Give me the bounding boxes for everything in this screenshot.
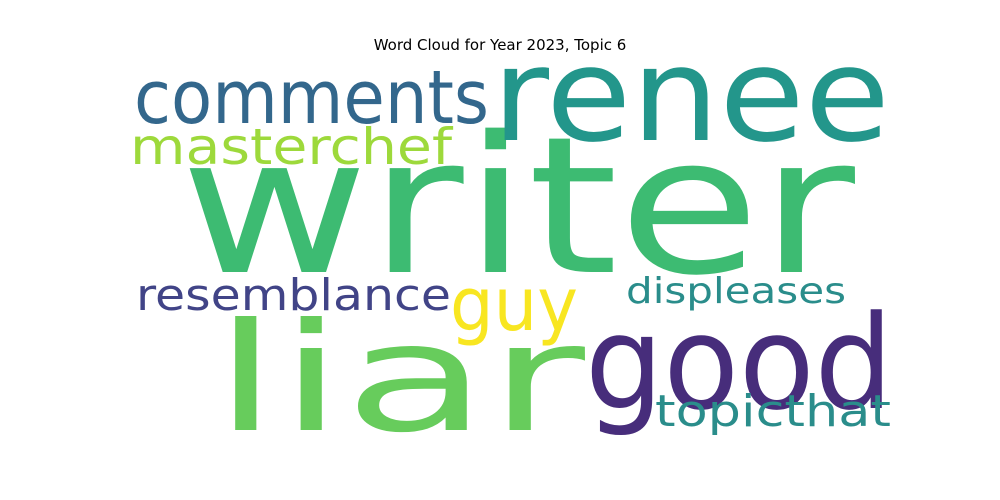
word-guy: guy <box>450 262 578 348</box>
word-displeases: displeases <box>626 271 846 312</box>
word-renee: renee <box>492 19 890 171</box>
word-topicthat: topicthat <box>655 386 891 437</box>
word-comments: comments <box>134 55 489 141</box>
word-writer: writer <box>180 96 856 317</box>
word-masterchef: masterchef <box>130 118 454 176</box>
word-good: good <box>585 287 893 439</box>
word-liar: liar <box>213 292 585 466</box>
chart-title: Word Cloud for Year 2023, Topic 6 <box>373 36 627 54</box>
word-resemblance: resemblance <box>136 270 451 321</box>
